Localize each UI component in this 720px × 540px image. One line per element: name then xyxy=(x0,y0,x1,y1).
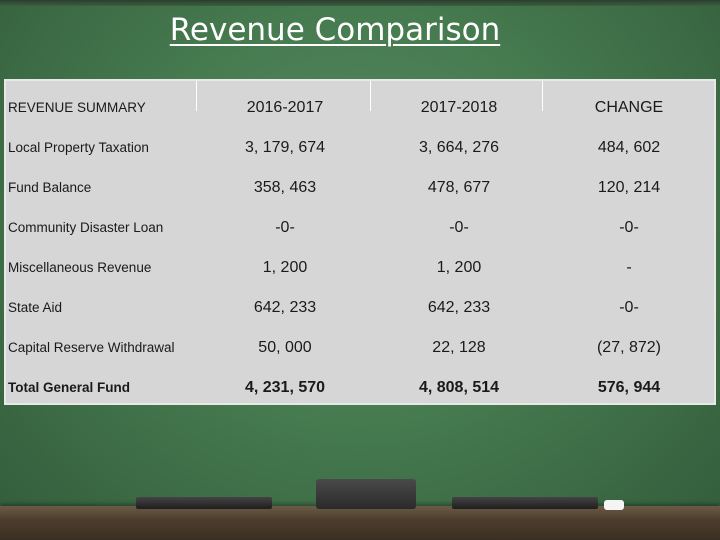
value-2016-2017: 1, 200 xyxy=(262,259,308,276)
revenue-table: REVENUE SUMMARY 2016-2017 2017-2018 CHAN… xyxy=(4,79,716,405)
table-row: Community Disaster Loan -0- -0- -0- xyxy=(6,201,714,241)
header-2016-2017: 2016-2017 xyxy=(246,99,324,116)
value-2017-2018: 642, 233 xyxy=(427,299,491,316)
value-change: - xyxy=(626,259,632,276)
table-total-row: Total General Fund 4, 231, 570 4, 808, 5… xyxy=(6,361,714,401)
value-2017-2018: 478, 677 xyxy=(427,179,491,196)
value-2016-2017: 358, 463 xyxy=(253,179,317,196)
chalk-piece xyxy=(604,500,624,510)
value-change: (27, 872) xyxy=(596,339,662,356)
table-row: State Aid 642, 233 642, 233 -0- xyxy=(6,281,714,321)
row-label: Miscellaneous Revenue xyxy=(8,260,152,275)
value-2016-2017: 642, 233 xyxy=(253,299,317,316)
table-row: Fund Balance 358, 463 478, 677 120, 214 xyxy=(6,161,714,201)
board-frame-top xyxy=(0,0,720,6)
value-2017-2018: -0- xyxy=(449,219,469,236)
row-label: State Aid xyxy=(8,300,63,315)
value-2016-2017: 4, 231, 570 xyxy=(244,379,326,396)
table-row: Miscellaneous Revenue 1, 200 1, 200 - xyxy=(6,241,714,281)
table-header-row: REVENUE SUMMARY 2016-2017 2017-2018 CHAN… xyxy=(6,81,714,121)
value-2016-2017: 3, 179, 674 xyxy=(244,139,326,156)
column-divider xyxy=(542,81,543,111)
chalk-tray xyxy=(0,506,720,540)
row-label: Capital Reserve Withdrawal xyxy=(8,340,175,355)
table-row: Capital Reserve Withdrawal 50, 000 22, 1… xyxy=(6,321,714,361)
eraser xyxy=(136,497,272,509)
slide-title: Revenue Comparison xyxy=(169,12,501,48)
row-label: Total General Fund xyxy=(8,380,131,395)
value-change: 576, 944 xyxy=(597,379,661,396)
eraser xyxy=(316,479,416,509)
value-change: 120, 214 xyxy=(597,179,661,196)
value-change: -0- xyxy=(619,299,639,316)
row-label: Local Property Taxation xyxy=(8,140,149,155)
column-divider xyxy=(370,81,371,111)
header-change: CHANGE xyxy=(594,99,664,116)
row-label: Fund Balance xyxy=(8,180,92,195)
value-2017-2018: 3, 664, 276 xyxy=(418,139,500,156)
value-2016-2017: -0- xyxy=(275,219,295,236)
value-2017-2018: 4, 808, 514 xyxy=(418,379,500,396)
eraser xyxy=(452,497,598,509)
value-2017-2018: 22, 128 xyxy=(432,339,486,356)
table-row: Local Property Taxation 3, 179, 674 3, 6… xyxy=(6,121,714,161)
header-2017-2018: 2017-2018 xyxy=(420,99,498,116)
header-revenue-summary: REVENUE SUMMARY xyxy=(8,100,146,115)
value-change: -0- xyxy=(619,219,639,236)
value-change: 484, 602 xyxy=(597,139,661,156)
column-divider xyxy=(196,81,197,111)
value-2017-2018: 1, 200 xyxy=(436,259,482,276)
row-label: Community Disaster Loan xyxy=(8,220,164,235)
value-2016-2017: 50, 000 xyxy=(258,339,312,356)
